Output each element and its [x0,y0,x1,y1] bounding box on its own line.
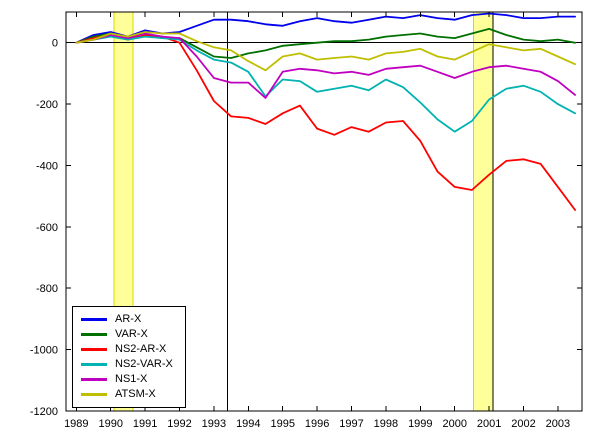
y-tick-label: -1200 [30,406,58,418]
legend-item-atsm-x: ATSM-X [81,388,173,401]
legend-line-swatch [81,378,107,381]
x-tick-label: 1999 [408,418,432,430]
legend-line-swatch [81,333,107,336]
x-tick-label: 1990 [98,418,122,430]
y-tick-label: -1000 [30,345,58,357]
series-line-ar-x [75,12,576,44]
x-tick-label: 1994 [236,418,260,430]
y-tick-label: -600 [36,222,58,234]
y-tick-label: -800 [36,283,58,295]
x-tick-label: 2003 [546,418,570,430]
legend-line-swatch [81,348,107,351]
x-tick-label: 1992 [167,418,191,430]
legend-label: AR-X [115,313,142,325]
x-tick-label: 1998 [374,418,398,430]
x-tick-label: 1995 [270,418,294,430]
y-tick-label: -400 [36,160,58,172]
legend-label: ATSM-X [115,388,156,400]
y-tick-label: -200 [36,99,58,111]
legend-line-swatch [81,363,107,366]
x-tick-label: 2002 [511,418,535,430]
legend-item-ns2-ar-x: NS2-AR-X [81,343,173,356]
x-tick-label: 1991 [133,418,157,430]
legend-line-swatch [81,318,107,321]
x-tick-label: 2000 [442,418,466,430]
series-line-ns2-ar-x [75,34,576,211]
recession-band [473,11,494,412]
x-tick-label: 2001 [477,418,501,430]
legend-label: NS2-VAR-X [115,358,173,370]
x-tick-label: 1993 [202,418,226,430]
legend-label: NS1-X [115,373,148,385]
legend-item-ns2-var-x: NS2-VAR-X [81,358,173,371]
legend-line-swatch [81,393,107,396]
series-line-ns1-x [75,32,576,99]
legend-label: NS2-AR-X [115,343,167,355]
series-line-atsm-x [75,31,576,72]
legend-label: VAR-X [115,328,148,340]
x-tick-label: 1989 [64,418,88,430]
y-tick-label: 0 [52,38,58,50]
legend-item-ar-x: AR-X [81,313,173,326]
x-tick-label: 1997 [339,418,363,430]
legend-item-ns1-x: NS1-X [81,373,173,386]
x-tick-label: 1996 [305,418,329,430]
legend-item-var-x: VAR-X [81,328,173,341]
series-line-ns2-var-x [75,35,576,133]
legend: AR-X VAR-X NS2-AR-X NS2-VAR-X NS1-X ATSM… [72,306,186,408]
plot-box [65,11,583,412]
